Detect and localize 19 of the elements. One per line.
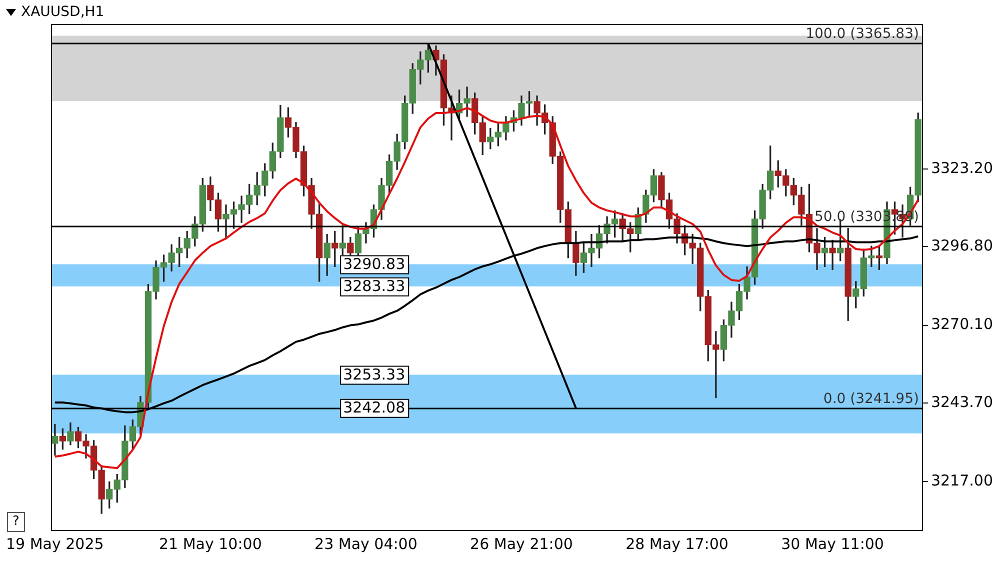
y-tick-label: 3323.20 (930, 158, 993, 177)
y-tick-label: 3243.70 (930, 392, 993, 411)
ref-line-label: 0.0 (3241.95) (823, 391, 919, 408)
x-tick-label: 23 May 04:00 (314, 534, 418, 553)
annotation: 3290.83 (343, 255, 406, 274)
y-tick-label: 3217.00 (930, 472, 993, 490)
x-tick-label: 30 May 11:00 (781, 534, 884, 553)
chart-title: XAUUSD,H1 (21, 4, 104, 20)
x-tick-label: 21 May 10:00 (159, 534, 262, 553)
text: ? (7, 512, 25, 532)
annotation: 3242.08 (343, 398, 406, 417)
x-tick-label: 28 May 17:00 (626, 534, 728, 553)
annotation: 3283.33 (343, 277, 406, 296)
y-tick-label: 3270.10 (930, 315, 993, 334)
y-tick-label: 3296.80 (930, 236, 993, 255)
x-tick-label: 19 May 2025 (6, 534, 104, 553)
x-tick-label: 26 May 21:00 (470, 534, 573, 553)
ref-line-label: 100.0 (3365.83) (806, 26, 919, 42)
annotation: 3253.33 (343, 366, 406, 384)
